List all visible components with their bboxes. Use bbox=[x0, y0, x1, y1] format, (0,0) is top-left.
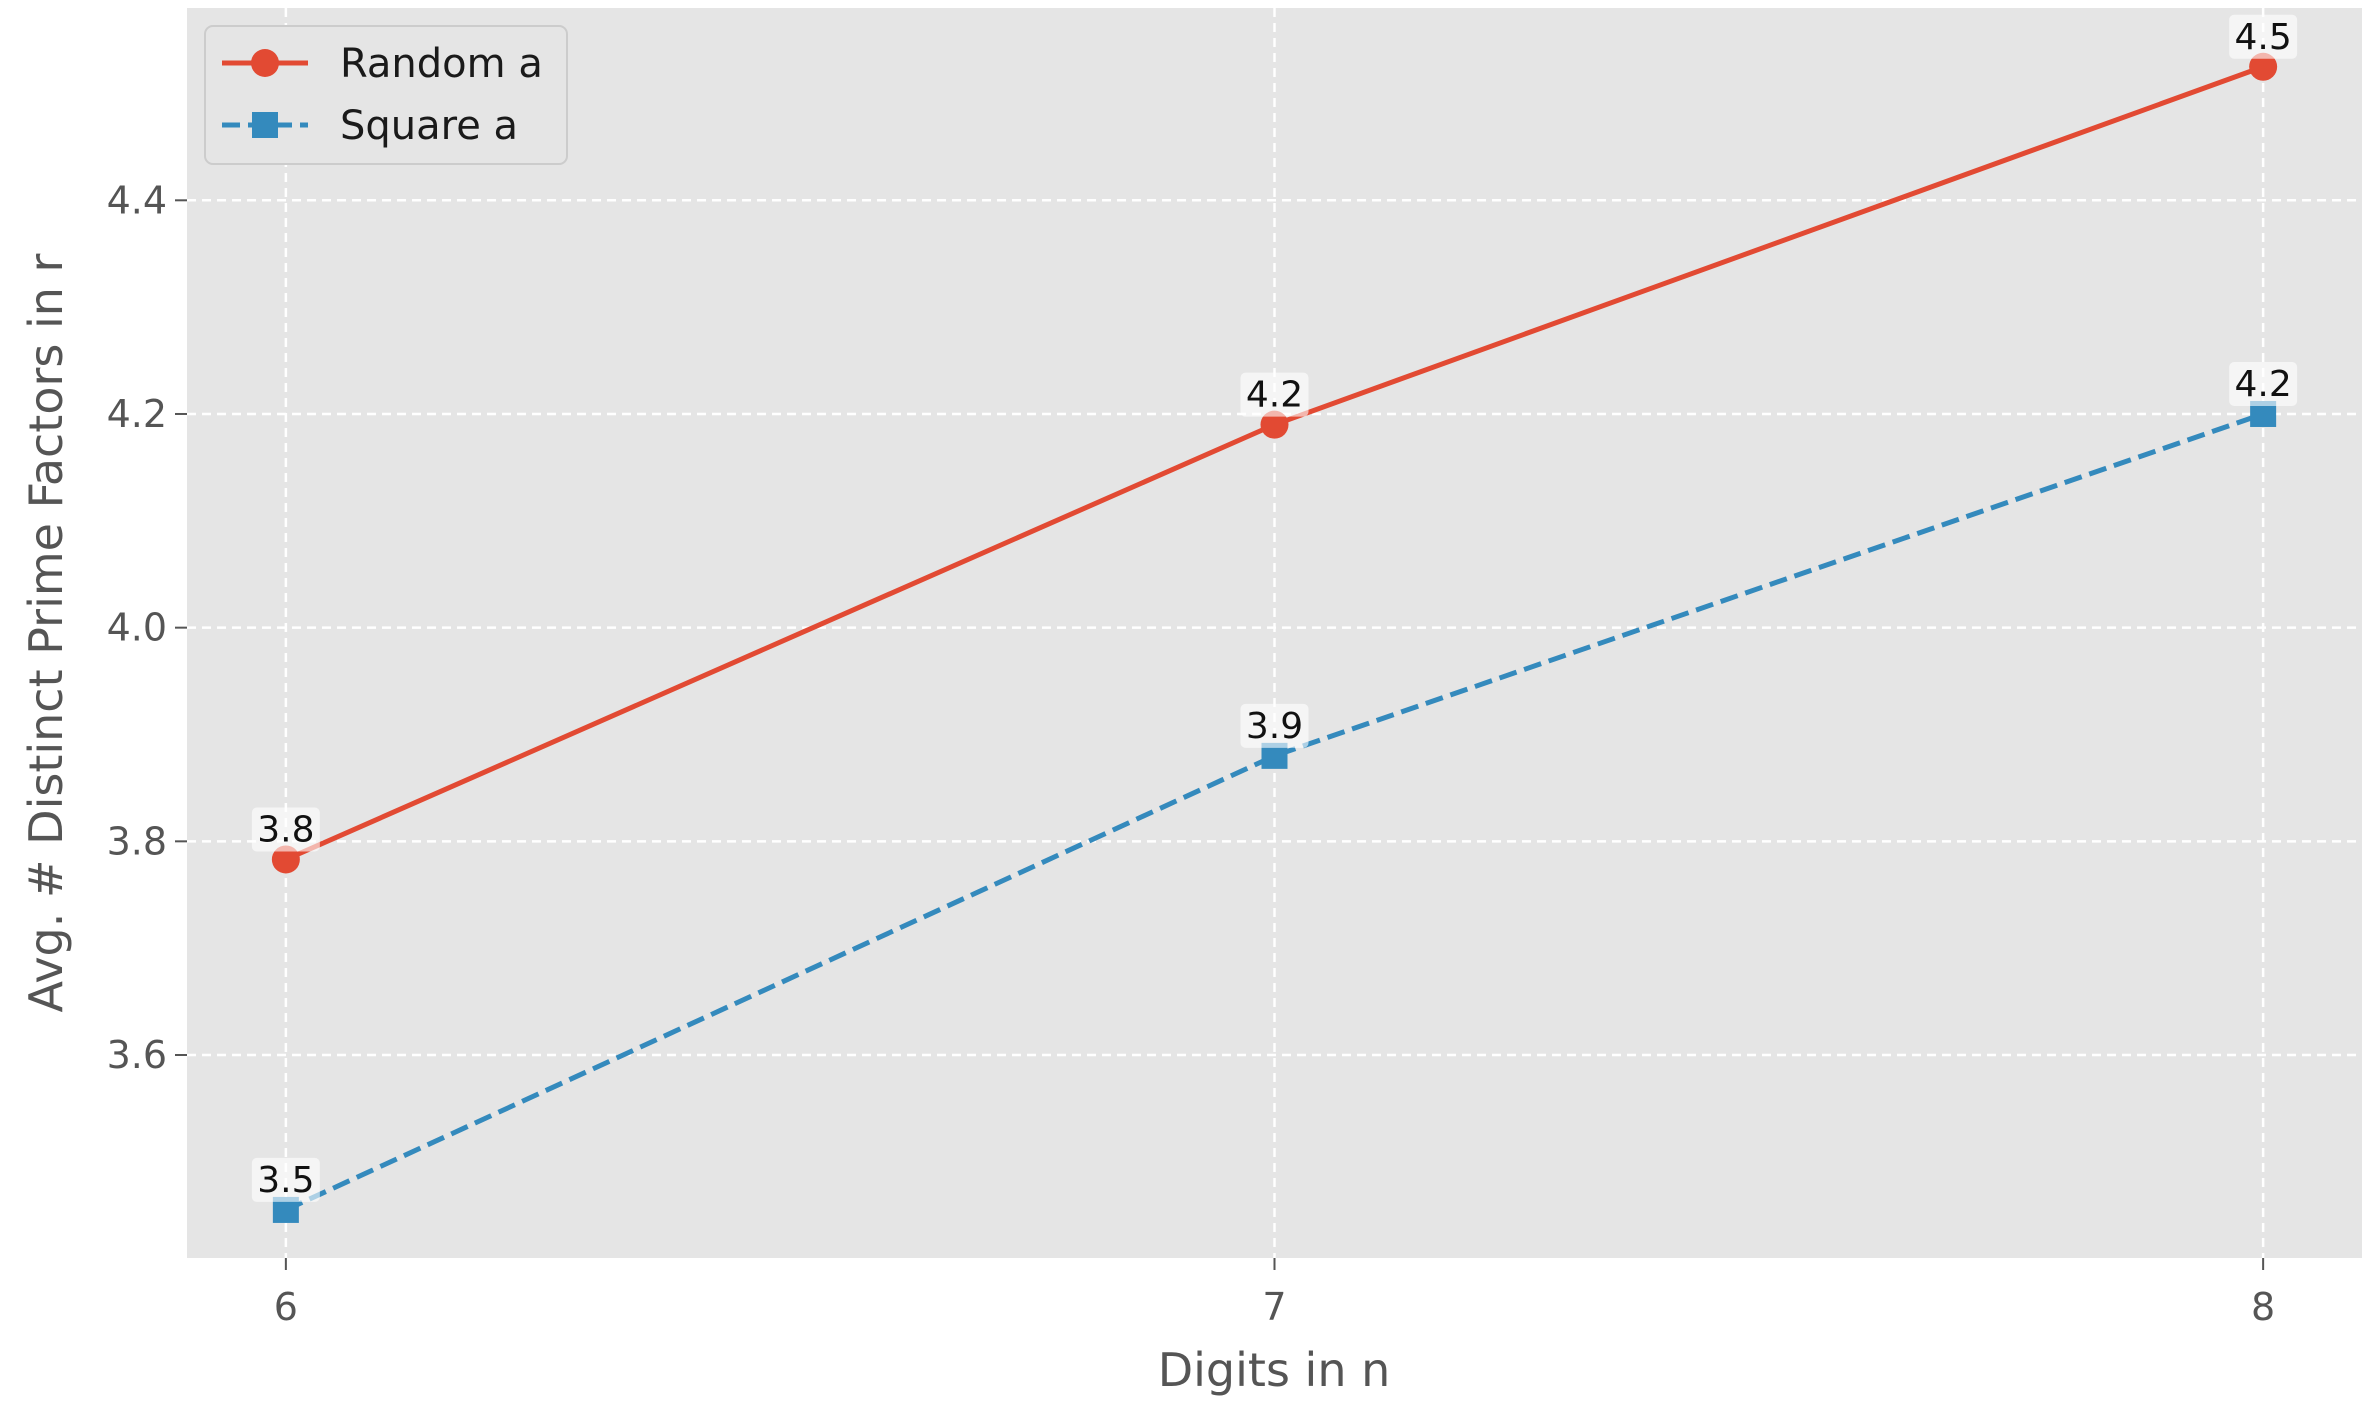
x-axis-label: Digits in n bbox=[1158, 1343, 1391, 1397]
y-axis-label: Avg. # Distinct Prime Factors in r bbox=[19, 253, 73, 1012]
legend-entry-label: Square a bbox=[340, 103, 518, 149]
data-point bbox=[271, 845, 300, 874]
data-label: 3.8 bbox=[251, 807, 320, 852]
y-tick-label: 3.8 bbox=[107, 819, 167, 863]
data-label: 3.9 bbox=[1240, 703, 1309, 748]
data-label-text: 4.2 bbox=[2235, 364, 2292, 405]
series-line-square-a bbox=[284, 411, 2264, 1213]
data-label-box bbox=[1240, 703, 1309, 748]
x-tick-label: 6 bbox=[274, 1285, 298, 1329]
data-label-text: 3.5 bbox=[257, 1160, 314, 1201]
data-label-text: 4.5 bbox=[2235, 17, 2292, 58]
data-label-box bbox=[2229, 361, 2298, 406]
data-label-box bbox=[2229, 14, 2298, 59]
x-tick-label: 7 bbox=[1262, 1285, 1286, 1329]
data-label: 4.2 bbox=[2229, 361, 2298, 406]
data-label-box bbox=[251, 1157, 320, 1202]
data-point bbox=[2249, 52, 2278, 81]
data-label: 4.5 bbox=[2229, 14, 2298, 59]
data-label-text: 3.8 bbox=[257, 809, 314, 850]
data-label: 4.2 bbox=[1240, 372, 1309, 417]
data-labels: 3.8 4.2 4.5 3.5 3.9 4.2 bbox=[251, 14, 2298, 1202]
x-tick-label: 8 bbox=[2251, 1285, 2275, 1329]
legend-marker bbox=[252, 112, 278, 138]
data-label: 3.5 bbox=[251, 1157, 320, 1202]
data-label-text: 4.2 bbox=[1246, 375, 1303, 416]
y-tick-label: 3.6 bbox=[107, 1033, 167, 1077]
axis-ticks: 6 7 8 3.6 3.8 4.0 4.2 4.4 bbox=[107, 178, 2276, 1329]
data-label-box bbox=[251, 807, 320, 852]
legend-entry-label: Random a bbox=[340, 41, 543, 87]
data-label-text: 3.9 bbox=[1246, 706, 1303, 747]
y-tick-label: 4.4 bbox=[107, 178, 167, 222]
y-tick-label: 4.0 bbox=[107, 606, 167, 650]
legend: Random a Square a bbox=[204, 25, 568, 165]
data-label-box bbox=[1240, 372, 1309, 417]
legend-marker bbox=[251, 49, 279, 77]
y-tick-label: 4.2 bbox=[107, 392, 167, 436]
data-point bbox=[1260, 410, 1289, 439]
